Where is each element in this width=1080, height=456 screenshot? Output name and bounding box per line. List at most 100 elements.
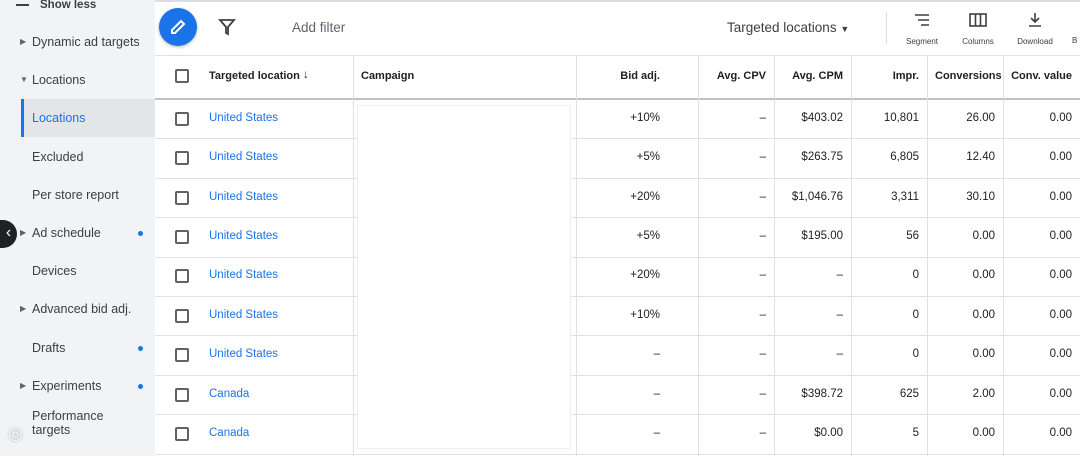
metric-cell: 0.00 [1049, 111, 1072, 124]
location-link[interactable]: Canada [209, 387, 250, 400]
top-border [155, 0, 1080, 2]
metric-cell: 0 [912, 348, 919, 361]
toolbar-button-label: Segment [905, 37, 939, 46]
metric-cell: – [653, 387, 660, 400]
nav-label: Locations [32, 111, 86, 126]
metric-cell: 0.00 [1049, 151, 1072, 164]
location-link[interactable]: United States [209, 348, 279, 361]
nav-label: Dynamic ad targets [32, 35, 140, 49]
row-divider [155, 374, 1080, 376]
nav-item[interactable]: Dynamic ad targets ▶ [0, 23, 155, 61]
redaction-box [357, 105, 571, 449]
status-dot [138, 345, 143, 351]
column-header[interactable]: Bid adj. [620, 70, 660, 82]
watermark: ◎ [8, 424, 23, 443]
toolbar-button-label: Download [1017, 37, 1053, 46]
more-toolbar: B [1072, 36, 1078, 45]
metric-cell: +5% [636, 229, 660, 242]
nav-item[interactable]: Devices [0, 252, 155, 290]
nav-label: Advanced bid adj. [32, 302, 132, 317]
toolbar-icon[interactable] [913, 12, 931, 28]
view-selector[interactable]: Targeted locations ▼ [727, 20, 849, 35]
metric-cell: – [759, 387, 766, 400]
filter-icon[interactable] [218, 18, 238, 38]
location-link[interactable]: United States [209, 190, 279, 203]
toolbar-icon[interactable] [969, 12, 987, 28]
location-link[interactable]: Canada [209, 426, 250, 439]
location-link[interactable]: United States [209, 229, 279, 242]
metric-cell: – [836, 348, 843, 361]
column-divider [576, 55, 577, 456]
metric-cell: 0.00 [972, 308, 995, 321]
expand-arrow: ▶ [20, 37, 27, 46]
collapse-handle[interactable]: ‹ [0, 220, 17, 248]
edit-button[interactable] [159, 8, 197, 46]
expand-arrow: ▶ [20, 228, 27, 237]
nav-item[interactable]: Performance targets [0, 405, 155, 443]
toolbar-icon[interactable] [1026, 12, 1044, 28]
nav-item[interactable]: Drafts [0, 329, 155, 367]
column-divider [774, 55, 775, 456]
show-less[interactable]: Show less [40, 0, 97, 11]
column-header[interactable]: Targeted location [209, 70, 300, 82]
metric-cell: +20% [630, 269, 660, 282]
metric-cell: 0.00 [972, 229, 995, 242]
nav-item[interactable]: Per store report [0, 176, 155, 214]
toolbar-divider [886, 12, 887, 44]
dropdown-arrow: ▼ [840, 24, 850, 34]
collapse-icon [16, 4, 29, 6]
row-checkbox[interactable] [175, 308, 189, 323]
metric-cell: 0.00 [972, 269, 995, 282]
metric-cell: 5 [912, 426, 919, 439]
row-checkbox[interactable] [175, 190, 189, 205]
metric-cell: 30.10 [966, 190, 995, 203]
add-filter[interactable]: Add filter [292, 20, 346, 35]
metric-cell: 6,805 [890, 151, 919, 164]
select-all-checkbox[interactable] [175, 69, 189, 83]
metric-cell: 0.00 [1049, 269, 1072, 282]
row-checkbox[interactable] [175, 426, 189, 441]
metric-cell: 0.00 [1049, 387, 1072, 400]
nav-item[interactable]: Locations [21, 99, 155, 138]
metric-cell: 0 [912, 269, 919, 282]
column-divider [698, 55, 699, 456]
nav-item[interactable]: Advanced bid adj. ▶ [0, 290, 155, 328]
row-checkbox[interactable] [175, 348, 189, 363]
metric-cell: 56 [906, 229, 919, 242]
location-link[interactable]: United States [209, 151, 279, 164]
nav-label: Experiments [32, 378, 102, 393]
column-header[interactable]: Avg. CPM [792, 70, 843, 82]
metric-cell: 12.40 [966, 151, 995, 164]
nav-item[interactable]: Ad schedule ▶ [0, 214, 155, 252]
column-header[interactable]: Impr. [892, 70, 919, 82]
metric-cell: 0.00 [1049, 348, 1072, 361]
nav-item[interactable]: Experiments ▶ [0, 367, 155, 405]
column-header[interactable]: Campaign [361, 70, 415, 82]
row-checkbox[interactable] [175, 269, 189, 284]
row-checkbox[interactable] [175, 111, 189, 126]
metric-cell: $398.72 [801, 387, 843, 400]
header-bottom [155, 98, 1080, 100]
column-header[interactable]: Avg. CPV [716, 70, 766, 82]
metric-cell: – [759, 308, 766, 321]
column-header[interactable]: Conversions [935, 70, 1002, 82]
nav-label: Ad schedule [32, 226, 101, 240]
toolbar-button-label: Columns [962, 37, 994, 46]
row-checkbox[interactable] [175, 229, 189, 244]
column-header[interactable]: Conv. value [1011, 70, 1072, 82]
metric-cell: 0.00 [1049, 190, 1072, 203]
location-link[interactable]: United States [209, 269, 279, 282]
row-checkbox[interactable] [175, 151, 189, 166]
row-divider [155, 138, 1080, 140]
metric-cell: 2.00 [972, 387, 995, 400]
row-checkbox[interactable] [175, 387, 189, 402]
nav-item[interactable]: Excluded [0, 138, 155, 176]
location-link[interactable]: United States [209, 111, 279, 124]
metric-cell: – [759, 426, 766, 439]
status-dot [138, 383, 143, 389]
nav-item[interactable]: Locations ▼ [0, 61, 155, 99]
metric-cell: 625 [899, 387, 919, 400]
row-divider [155, 217, 1080, 219]
location-link[interactable]: United States [209, 308, 279, 321]
